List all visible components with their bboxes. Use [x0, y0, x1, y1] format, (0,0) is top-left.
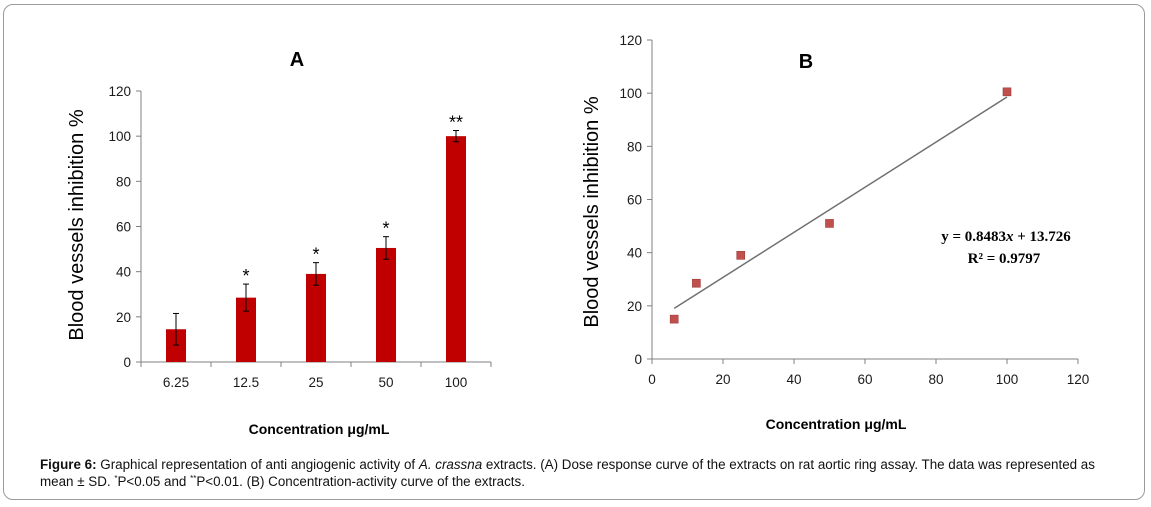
chart-a-y-axis-label: Blood vessels inhibition %	[66, 109, 88, 340]
significance-marker: *	[312, 245, 319, 265]
x-tick-label: 6.25	[163, 375, 189, 390]
caption-sig2-mark: **	[190, 474, 197, 483]
y-tick-label: 40	[116, 265, 131, 280]
caption-sig1-mark: *	[114, 474, 118, 483]
figure-caption: Figure 6: Graphical representation of an…	[40, 456, 1120, 490]
bar	[306, 273, 326, 362]
caption-species: A. crassna	[418, 457, 483, 472]
caption-sig1-text: P<0.05 and	[117, 474, 187, 489]
significance-marker: *	[242, 266, 249, 286]
chart-a-x-axis-label: Concentration μg/mL	[249, 421, 390, 437]
y-tick-label: 120	[108, 84, 131, 99]
bar	[446, 136, 466, 362]
significance-marker: *	[382, 219, 389, 239]
chart-a-axes: 0 20 40 60 80 100 120 6.25 12.5 25 50 100	[108, 84, 492, 390]
caption-text-1: Graphical representation of anti angioge…	[100, 457, 416, 472]
caption-sig2-text: P<0.01. (B) Concentration-activity curve…	[196, 474, 525, 489]
caption-label: Figure 6:	[40, 457, 97, 472]
y-tick-label: 100	[108, 129, 131, 144]
bar	[376, 247, 396, 362]
significance-marker: **	[449, 113, 463, 133]
y-tick-label: 20	[116, 310, 131, 325]
y-tick-label: 60	[116, 220, 131, 235]
x-tick-label: 100	[445, 375, 468, 390]
caption-text-2: extracts. (A) Dose response curve of the…	[40, 457, 1095, 489]
x-tick-label: 50	[378, 375, 393, 390]
chart-a-title: A	[290, 49, 304, 71]
chart-a-marks: *****	[166, 113, 466, 362]
x-tick-label: 25	[308, 375, 323, 390]
bar	[236, 297, 256, 362]
bar	[166, 329, 186, 362]
y-tick-label: 80	[116, 174, 131, 189]
x-tick-label: 12.5	[233, 375, 259, 390]
y-tick-label: 0	[123, 355, 131, 370]
